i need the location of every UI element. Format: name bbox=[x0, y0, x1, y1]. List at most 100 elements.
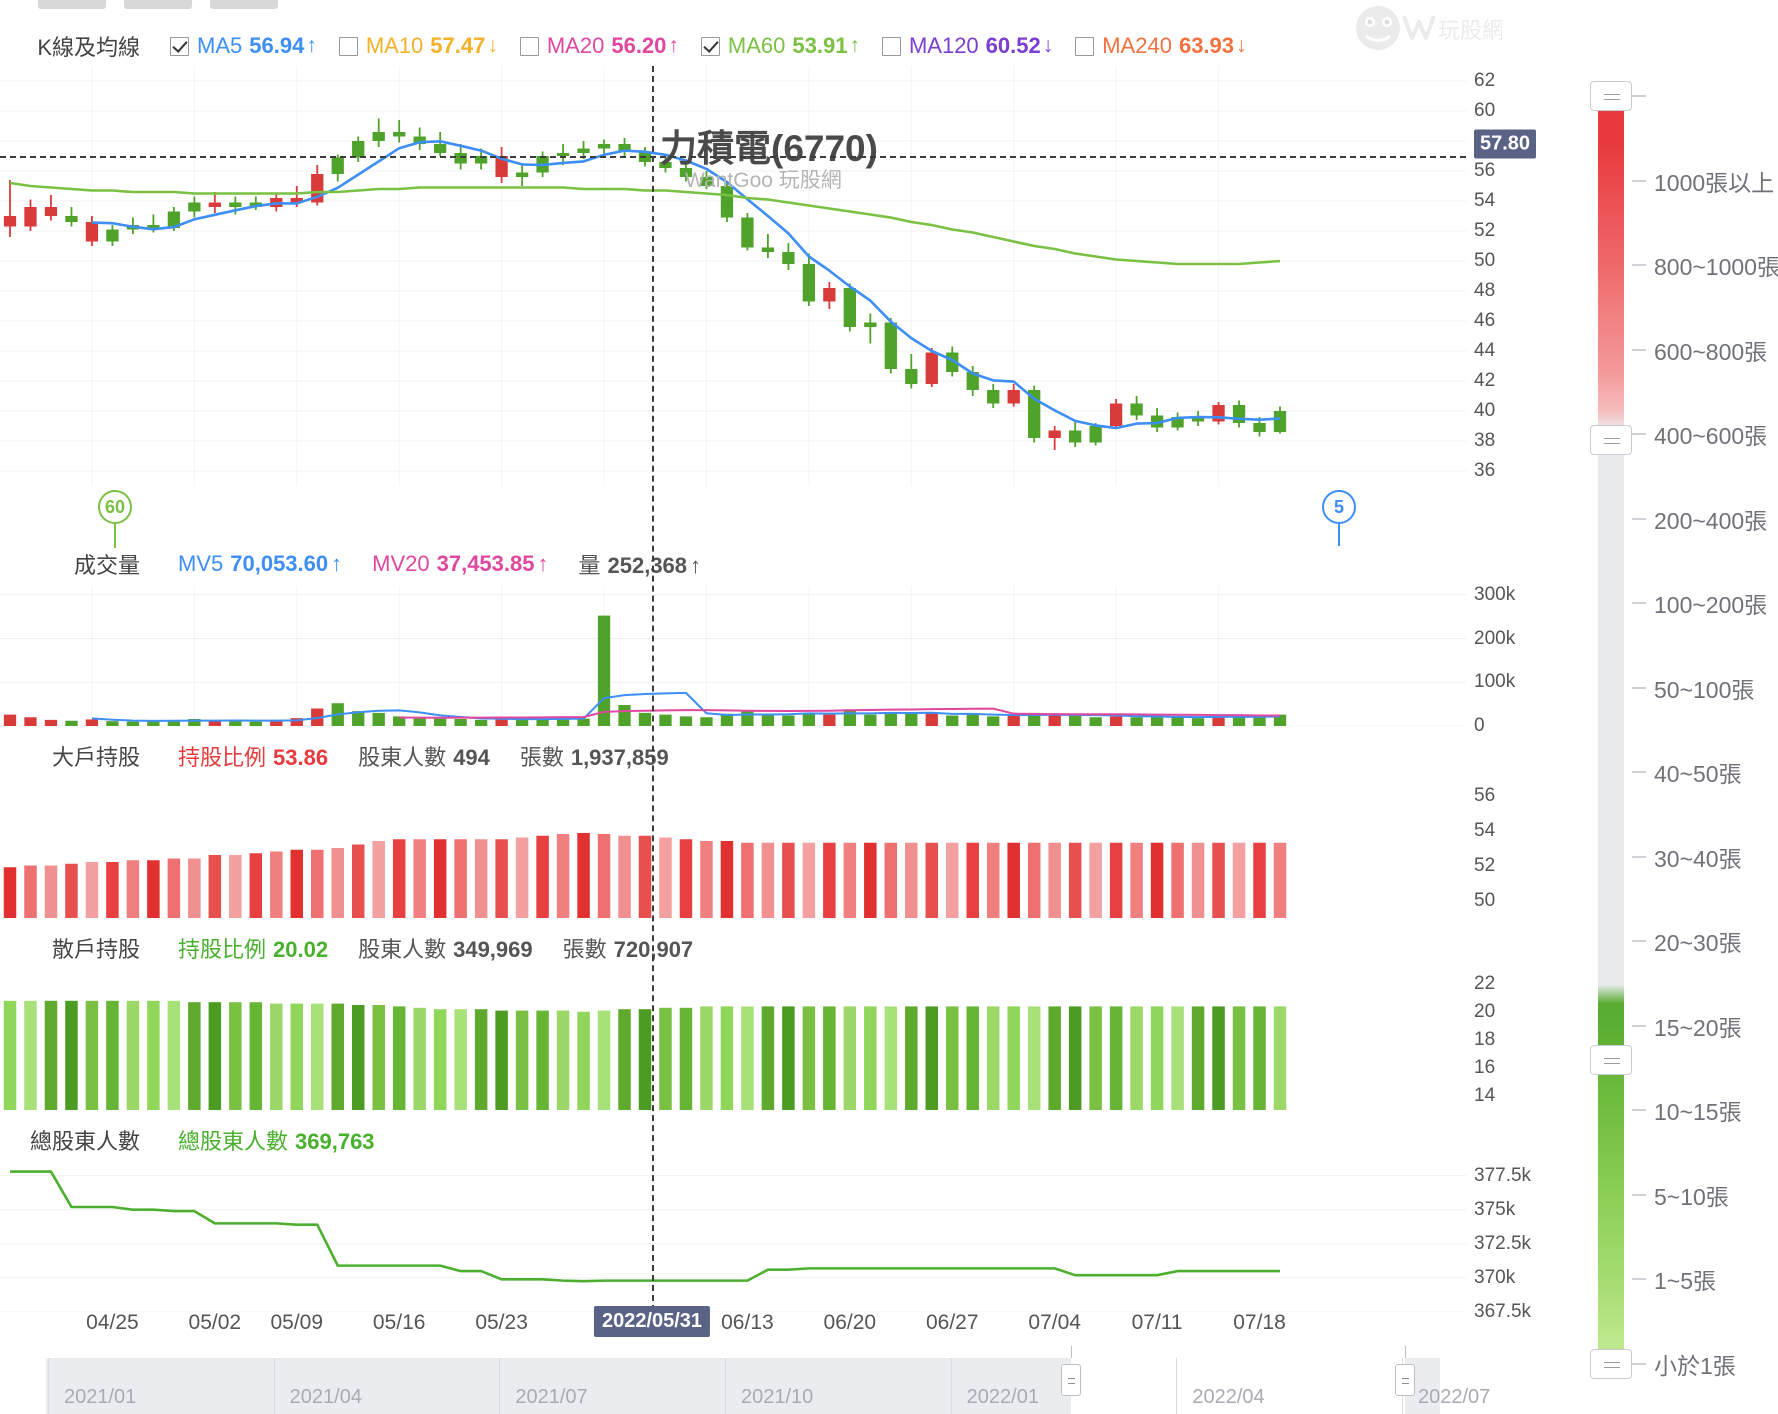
navigator-tick-label: 2021/04 bbox=[289, 1386, 362, 1408]
checkbox-ma120-icon[interactable] bbox=[881, 36, 901, 56]
big-holders-item: 持股比例 53.86 bbox=[178, 740, 328, 772]
tab-stub-1[interactable] bbox=[38, 0, 106, 9]
big-holders-legend-row: 大戶持股 持股比例 53.86 股東人數 494 張數 1,937,859 bbox=[0, 738, 1440, 774]
big-holders-svg bbox=[3, 832, 1287, 918]
ma-value: 56.94 bbox=[249, 33, 305, 58]
svg-text:玩股網: 玩股網 bbox=[1438, 18, 1502, 43]
checkbox-ma10-icon[interactable] bbox=[338, 36, 358, 56]
price-y-axis: 62 60 56 54 52 50 48 46 44 42 40 38 36 57.80 bbox=[1474, 66, 1584, 486]
price-chart-plot[interactable] bbox=[0, 66, 1466, 486]
y-axis-tick-label: 20 bbox=[1474, 1001, 1496, 1022]
range-navigator[interactable]: 2021/01 2021/04 2021/07 2021/10 2022/01 2022/… bbox=[46, 1346, 1490, 1414]
volume-chart-plot[interactable] bbox=[0, 586, 1466, 726]
scale-handle-bottom[interactable] bbox=[1590, 1349, 1632, 1379]
volume-item: 量 252,368 ↑ bbox=[578, 548, 701, 580]
tab-stub-2[interactable] bbox=[124, 0, 192, 9]
navigator-separator bbox=[725, 1358, 726, 1414]
navigator-unselected-left[interactable] bbox=[46, 1358, 1071, 1414]
total-holders-plot[interactable] bbox=[0, 1162, 1466, 1312]
y-axis-tick-label: 100k bbox=[1474, 671, 1516, 693]
x-axis-tick-label: 05/02 bbox=[188, 1311, 242, 1334]
x-axis: 04/2505/0205/0905/1605/2306/0606/1306/20… bbox=[0, 1306, 1440, 1351]
ma-trend-arrow-icon: ↓ bbox=[1042, 34, 1054, 57]
total-holders-value: 369,763 bbox=[295, 1129, 375, 1154]
retail-holders-label: 股東人數 bbox=[358, 937, 447, 962]
navigator-handle-right[interactable] bbox=[1395, 1364, 1416, 1396]
volume-y-axis: 300k 200k 100k 0 bbox=[1474, 584, 1584, 736]
chart-watermark: WantGoo 玩股網 bbox=[685, 169, 842, 192]
scale-tick-mark bbox=[1632, 348, 1646, 351]
x-axis-tick-label: 04/25 bbox=[86, 1311, 139, 1334]
y-axis-tick-label: 36 bbox=[1474, 460, 1496, 481]
retail-holders-item: 張數 720,907 bbox=[563, 932, 694, 964]
ma-value: 63.93 bbox=[1178, 33, 1235, 58]
y-axis-tick-label: 42 bbox=[1474, 370, 1496, 391]
x-axis-tick-label: 06/27 bbox=[925, 1311, 979, 1334]
ma-toggle-ma20[interactable]: MA20 56.20 ↑ bbox=[519, 33, 679, 59]
retail-holders-item: 股東人數 349,969 bbox=[358, 932, 533, 964]
scale-tick-mark bbox=[1632, 179, 1646, 182]
y-axis-tick-label: 377.5k bbox=[1474, 1164, 1532, 1186]
checkbox-ma60-icon[interactable] bbox=[700, 36, 720, 56]
big-holders-plot[interactable] bbox=[0, 778, 1466, 918]
big-holders-item: 股東人數 494 bbox=[358, 740, 490, 772]
navigator-tick-label: 2021/07 bbox=[515, 1386, 588, 1408]
ma-label: MA120 bbox=[908, 33, 979, 58]
scale-tick-mark bbox=[1632, 1109, 1646, 1111]
ma-toggle-ma5[interactable]: MA5 56.94 ↑ bbox=[170, 33, 317, 59]
scale-handle-upper[interactable] bbox=[1590, 425, 1632, 455]
retail-holders-label: 持股比例 bbox=[178, 937, 267, 962]
y-axis-tick-label: 50 bbox=[1474, 889, 1496, 911]
scale-tick-label: 5~10張 bbox=[1654, 1183, 1729, 1210]
scale-tick-mark bbox=[1632, 686, 1646, 689]
retail-holders-value: 20.02 bbox=[273, 937, 329, 962]
navigator-tick-label: 2022/01 bbox=[966, 1386, 1039, 1408]
tab-stub-3[interactable] bbox=[210, 0, 278, 9]
ma-value: 53.91 bbox=[792, 33, 848, 58]
ma-trend-arrow-icon: ↓ bbox=[487, 34, 498, 57]
y-axis-tick-label: 56 bbox=[1474, 160, 1496, 181]
volume-arrow-icon: ↑ bbox=[690, 553, 702, 578]
ma-toggle-ma240[interactable]: MA240 63.93 ↓ bbox=[1075, 33, 1247, 59]
volume-legend-row: 成交量 MV5 70,053.60 ↑ MV20 37,453.85 ↑ 量 252,368 ↑ bbox=[0, 546, 1440, 582]
volume-value: 37,453.85 bbox=[436, 551, 535, 576]
volume-item: MV5 70,053.60 ↑ bbox=[178, 551, 342, 577]
y-axis-tick-label: 16 bbox=[1474, 1057, 1496, 1078]
scale-tick-label: 1000張以上 bbox=[1654, 169, 1775, 196]
navigator-handle-stalk bbox=[1070, 1346, 1072, 1358]
retail-holders-label: 張數 bbox=[562, 937, 607, 962]
ma-toggle-ma120[interactable]: MA120 60.52 ↓ bbox=[881, 33, 1054, 59]
y-axis-tick-label: 48 bbox=[1474, 280, 1496, 301]
ma-label: MA5 bbox=[197, 33, 243, 58]
x-axis-tick-label: 07/11 bbox=[1131, 1311, 1183, 1334]
retail-holders-y-axis: 22 20 18 16 14 bbox=[1474, 970, 1584, 1110]
ma-value: 60.52 bbox=[985, 33, 1041, 58]
checkbox-ma240-icon[interactable] bbox=[1075, 36, 1095, 56]
volume-arrow-icon: ↑ bbox=[331, 551, 343, 576]
navigator-tick-label: 2021/01 bbox=[64, 1386, 137, 1408]
big-holders-items-container: 持股比例 53.86 股東人數 494 張數 1,937,859 bbox=[148, 740, 669, 772]
scale-tick-label: 200~400張 bbox=[1654, 507, 1768, 534]
scale-tick-mark bbox=[1632, 433, 1646, 435]
checkbox-ma20-icon[interactable] bbox=[519, 36, 539, 56]
scale-tick-label: 100~200張 bbox=[1654, 592, 1768, 618]
scale-tick-label: 1~5張 bbox=[1654, 1268, 1717, 1294]
navigator-handle-left[interactable] bbox=[1060, 1364, 1081, 1396]
checkbox-ma5-icon[interactable] bbox=[170, 36, 189, 56]
ma-toggle-ma10[interactable]: MA10 57.47 ↓ bbox=[338, 33, 498, 59]
retail-holders-plot[interactable] bbox=[0, 970, 1466, 1110]
y-axis-tick-label: 372.5k bbox=[1474, 1232, 1532, 1254]
navigator-separator bbox=[499, 1358, 501, 1414]
lot-size-scale[interactable]: 1000張以上 800~1000張 600~800張 400~600張 200~400張… bbox=[1590, 62, 1778, 1402]
volume-arrow-icon: ↑ bbox=[537, 551, 549, 576]
ma60-bubble-stalk bbox=[114, 524, 116, 548]
total-holders-item: 總股東人數 369,763 bbox=[178, 1124, 375, 1156]
x-axis-tick-label: 06/20 bbox=[823, 1311, 877, 1334]
navigator-tick-label: 2022/04 bbox=[1192, 1386, 1265, 1408]
big-holders-value: 494 bbox=[453, 745, 490, 770]
scale-handle-lower[interactable] bbox=[1590, 1045, 1632, 1075]
y-axis-tick-label: 52 bbox=[1474, 854, 1496, 876]
ma-toggle-ma60[interactable]: MA60 53.91 ↑ bbox=[700, 33, 860, 59]
scale-tick-label: 800~1000張 bbox=[1654, 254, 1778, 280]
scale-handle-top[interactable] bbox=[1590, 81, 1632, 111]
